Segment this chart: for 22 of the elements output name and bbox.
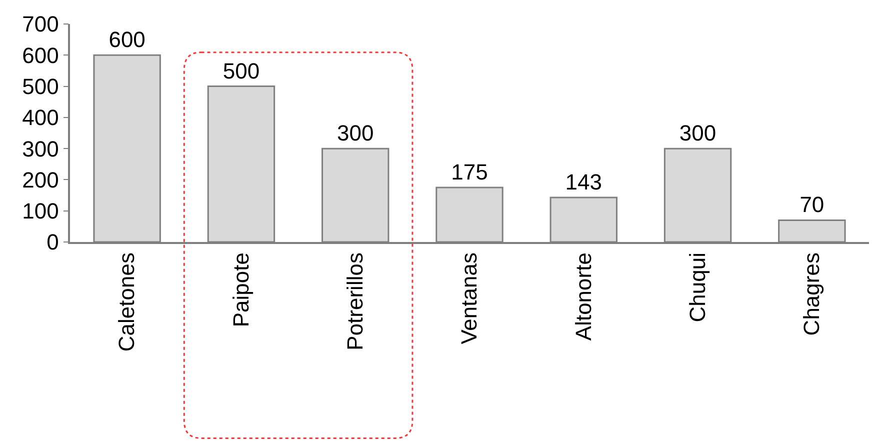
data-label: 600 bbox=[108, 27, 146, 52]
y-tick-label: 500 bbox=[22, 74, 59, 99]
y-tick-label: 100 bbox=[22, 198, 59, 224]
y-tick-label: 700 bbox=[22, 12, 59, 37]
y-tick-label: 300 bbox=[22, 136, 59, 162]
y-tick-label: 0 bbox=[46, 230, 59, 255]
x-tick-label: Chuqui bbox=[684, 252, 710, 322]
data-label: 500 bbox=[222, 58, 260, 84]
y-tick-label: 200 bbox=[22, 167, 59, 192]
x-tick-label: Altonorte bbox=[570, 252, 596, 341]
x-tick-label: Ventanas bbox=[456, 252, 482, 344]
data-label: 300 bbox=[337, 120, 374, 146]
data-label: 300 bbox=[679, 120, 716, 146]
data-label: 70 bbox=[800, 192, 824, 218]
x-tick-label: Chagres bbox=[799, 252, 824, 336]
data-label: 143 bbox=[565, 169, 602, 194]
x-tick-label: Caletones bbox=[114, 252, 140, 352]
x-tick-label: Potrerillos bbox=[342, 252, 368, 350]
x-tick-label: Paipote bbox=[228, 252, 254, 328]
y-tick-label: 600 bbox=[22, 42, 59, 68]
y-tick-label: 400 bbox=[22, 105, 59, 130]
data-label: 175 bbox=[451, 160, 488, 184]
